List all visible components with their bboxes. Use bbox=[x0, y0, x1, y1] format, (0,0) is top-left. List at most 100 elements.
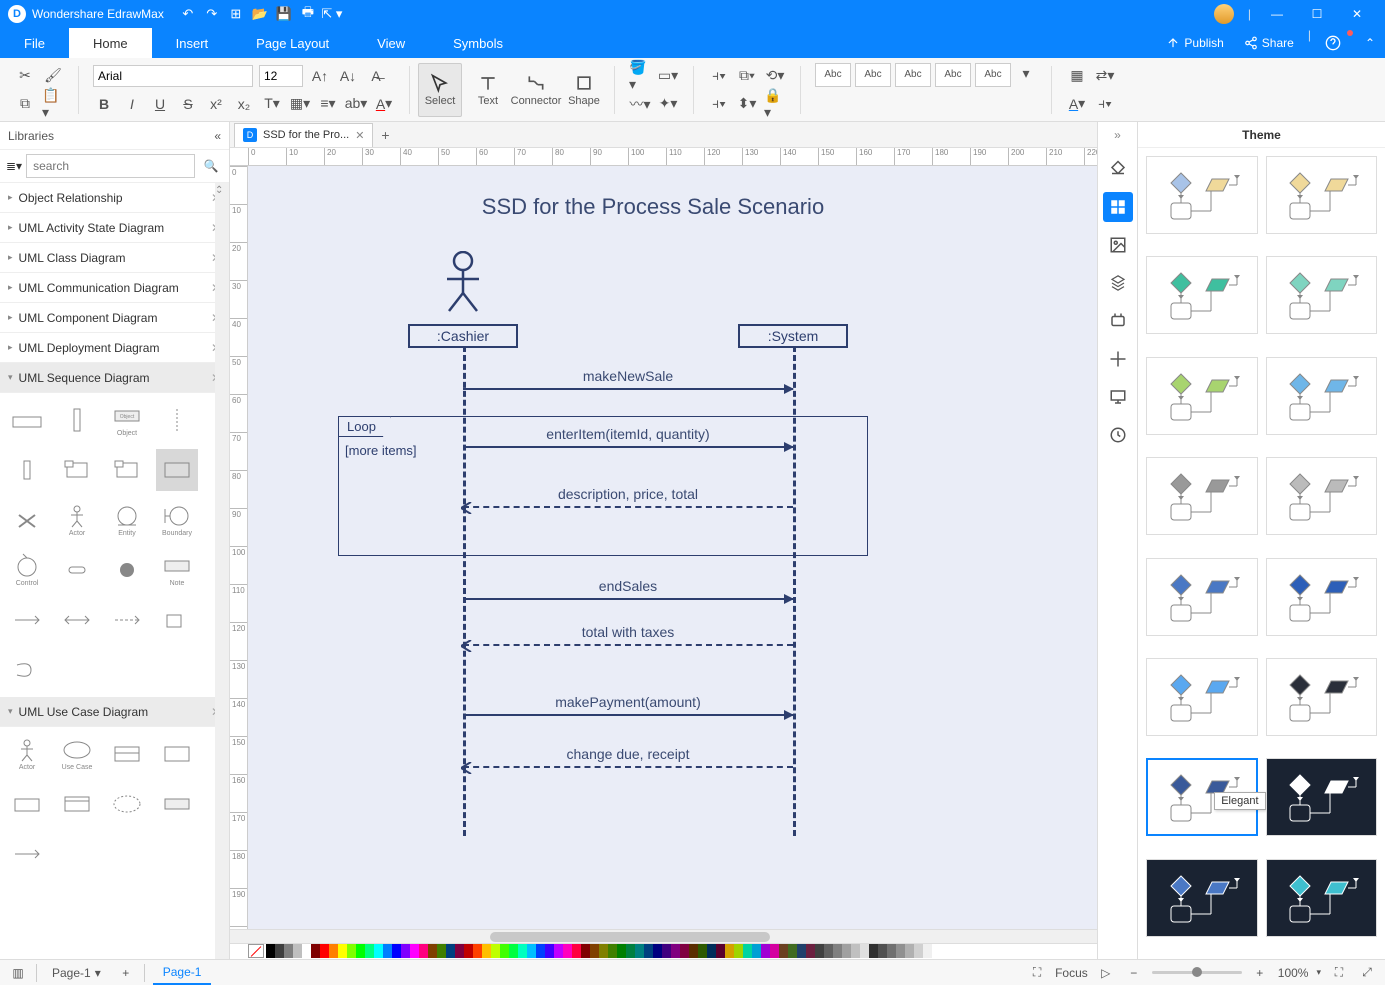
shape-stencil[interactable] bbox=[6, 833, 48, 875]
color-swatch[interactable] bbox=[563, 944, 572, 958]
lock-icon[interactable]: 🔒▾ bbox=[764, 93, 786, 115]
color-swatch[interactable] bbox=[761, 944, 770, 958]
color-swatch[interactable] bbox=[815, 944, 824, 958]
message-arrow[interactable] bbox=[463, 446, 793, 448]
color-swatch[interactable] bbox=[491, 944, 500, 958]
horizontal-scrollbar[interactable] bbox=[230, 929, 1097, 943]
shape-stencil[interactable] bbox=[6, 649, 48, 691]
color-swatch[interactable] bbox=[617, 944, 626, 958]
close-tab-icon[interactable]: ✕ bbox=[355, 129, 364, 142]
zoom-in-icon[interactable]: + bbox=[1250, 966, 1270, 980]
lifeline-box[interactable]: :Cashier bbox=[408, 324, 518, 348]
theme-swatch[interactable] bbox=[1266, 658, 1378, 736]
color-swatch[interactable] bbox=[914, 944, 923, 958]
message-arrow[interactable] bbox=[463, 506, 793, 508]
shape-stencil[interactable] bbox=[156, 733, 198, 775]
sb-ai-icon[interactable] bbox=[1103, 306, 1133, 336]
color-swatch[interactable] bbox=[500, 944, 509, 958]
color-swatch[interactable] bbox=[365, 944, 374, 958]
color-swatch[interactable] bbox=[716, 944, 725, 958]
align-icon[interactable]: ⫞▾ bbox=[708, 65, 730, 87]
library-category[interactable]: UML Activity State Diagram✕ bbox=[0, 213, 229, 243]
color-swatch[interactable] bbox=[653, 944, 662, 958]
sb-crosshair-icon[interactable] bbox=[1103, 344, 1133, 374]
color-swatch[interactable] bbox=[752, 944, 761, 958]
layout2-icon[interactable]: ⇄▾ bbox=[1094, 65, 1116, 87]
clear-format-icon[interactable]: A̶ bbox=[365, 65, 387, 87]
color-swatch[interactable] bbox=[923, 944, 932, 958]
theme-swatch[interactable] bbox=[1146, 658, 1258, 736]
library-category[interactable]: UML Component Diagram✕ bbox=[0, 303, 229, 333]
font-size-select[interactable] bbox=[259, 65, 303, 87]
library-category[interactable]: UML Deployment Diagram✕ bbox=[0, 333, 229, 363]
color-swatch[interactable] bbox=[428, 944, 437, 958]
no-color-swatch[interactable] bbox=[248, 944, 264, 958]
theme-swatch[interactable] bbox=[1266, 558, 1378, 636]
shape-stencil[interactable] bbox=[156, 783, 198, 825]
color-swatch[interactable] bbox=[410, 944, 419, 958]
color-swatch[interactable] bbox=[554, 944, 563, 958]
color-swatch[interactable] bbox=[725, 944, 734, 958]
fullscreen-icon[interactable]: ⤢ bbox=[1357, 965, 1377, 980]
collapse-libraries-icon[interactable]: « bbox=[214, 129, 221, 143]
library-category[interactable]: UML Communication Diagram✕ bbox=[0, 273, 229, 303]
close-button[interactable]: ✕ bbox=[1337, 0, 1377, 28]
shape-stencil[interactable] bbox=[106, 599, 148, 641]
style-swatch-5[interactable]: Abc bbox=[975, 63, 1011, 87]
menu-page-layout[interactable]: Page Layout bbox=[232, 28, 353, 58]
color-swatch[interactable] bbox=[356, 944, 365, 958]
color-swatch[interactable] bbox=[590, 944, 599, 958]
theme-swatch[interactable] bbox=[1146, 558, 1258, 636]
redo-icon[interactable]: ↷ bbox=[200, 2, 224, 26]
add-page-icon[interactable]: + bbox=[116, 966, 136, 980]
shape-stencil[interactable] bbox=[156, 449, 198, 491]
export-icon[interactable]: ⇱ ▾ bbox=[320, 2, 344, 26]
focus-icon[interactable]: ⛶ bbox=[1027, 965, 1047, 980]
color-swatch[interactable] bbox=[329, 944, 338, 958]
line-color-icon[interactable]: 〰▾ bbox=[629, 93, 651, 115]
sb-present-icon[interactable] bbox=[1103, 382, 1133, 412]
text-case-icon[interactable]: T▾ bbox=[261, 93, 283, 115]
minimize-button[interactable]: ― bbox=[1257, 0, 1297, 28]
canvas-viewport[interactable]: SSD for the Process Sale Scenario:Cashie… bbox=[248, 166, 1097, 929]
color-swatch[interactable] bbox=[743, 944, 752, 958]
shape-stencil[interactable] bbox=[106, 549, 148, 591]
shape-stencil[interactable] bbox=[6, 399, 48, 441]
menu-symbols[interactable]: Symbols bbox=[429, 28, 527, 58]
theme-swatch[interactable] bbox=[1146, 859, 1258, 937]
shape-stencil[interactable] bbox=[156, 599, 198, 641]
copy-icon[interactable]: ⧉ bbox=[14, 93, 36, 115]
color-swatch[interactable] bbox=[626, 944, 635, 958]
bold-icon[interactable]: B bbox=[93, 93, 115, 115]
search-icon[interactable]: 🔍 bbox=[199, 154, 223, 178]
expand-panel-icon[interactable]: » bbox=[1114, 128, 1121, 142]
message-arrow[interactable] bbox=[463, 766, 793, 768]
color-swatch[interactable] bbox=[707, 944, 716, 958]
text-tool[interactable]: Text bbox=[466, 63, 510, 117]
color-swatch[interactable] bbox=[896, 944, 905, 958]
theme-swatch[interactable] bbox=[1146, 156, 1258, 234]
color-swatch[interactable] bbox=[392, 944, 401, 958]
underline-icon[interactable]: U bbox=[149, 93, 171, 115]
color-swatch[interactable] bbox=[437, 944, 446, 958]
color-swatch[interactable] bbox=[284, 944, 293, 958]
color-swatch[interactable] bbox=[401, 944, 410, 958]
shape-stencil[interactable]: Actor bbox=[56, 499, 98, 541]
collapse-ribbon-button[interactable]: ⌃ bbox=[1355, 28, 1385, 58]
theme-swatch[interactable] bbox=[1266, 156, 1378, 234]
font-color3-icon[interactable]: A▾ bbox=[1066, 93, 1088, 115]
menu-view[interactable]: View bbox=[353, 28, 429, 58]
shape-stencil[interactable]: Entity bbox=[106, 499, 148, 541]
color-swatch[interactable] bbox=[824, 944, 833, 958]
italic-icon[interactable]: I bbox=[121, 93, 143, 115]
shape-stencil[interactable]: Control bbox=[6, 549, 48, 591]
library-category[interactable]: UML Sequence Diagram✕ bbox=[0, 363, 229, 393]
color-swatch[interactable] bbox=[293, 944, 302, 958]
color-swatch[interactable] bbox=[734, 944, 743, 958]
shape-stencil[interactable] bbox=[6, 783, 48, 825]
sb-history-icon[interactable] bbox=[1103, 420, 1133, 450]
theme-swatch[interactable] bbox=[1266, 357, 1378, 435]
page-selector[interactable]: Page-1▾ bbox=[45, 962, 108, 984]
play-icon[interactable]: ▷ bbox=[1096, 966, 1116, 980]
print-icon[interactable]: 🖶 bbox=[296, 2, 320, 26]
